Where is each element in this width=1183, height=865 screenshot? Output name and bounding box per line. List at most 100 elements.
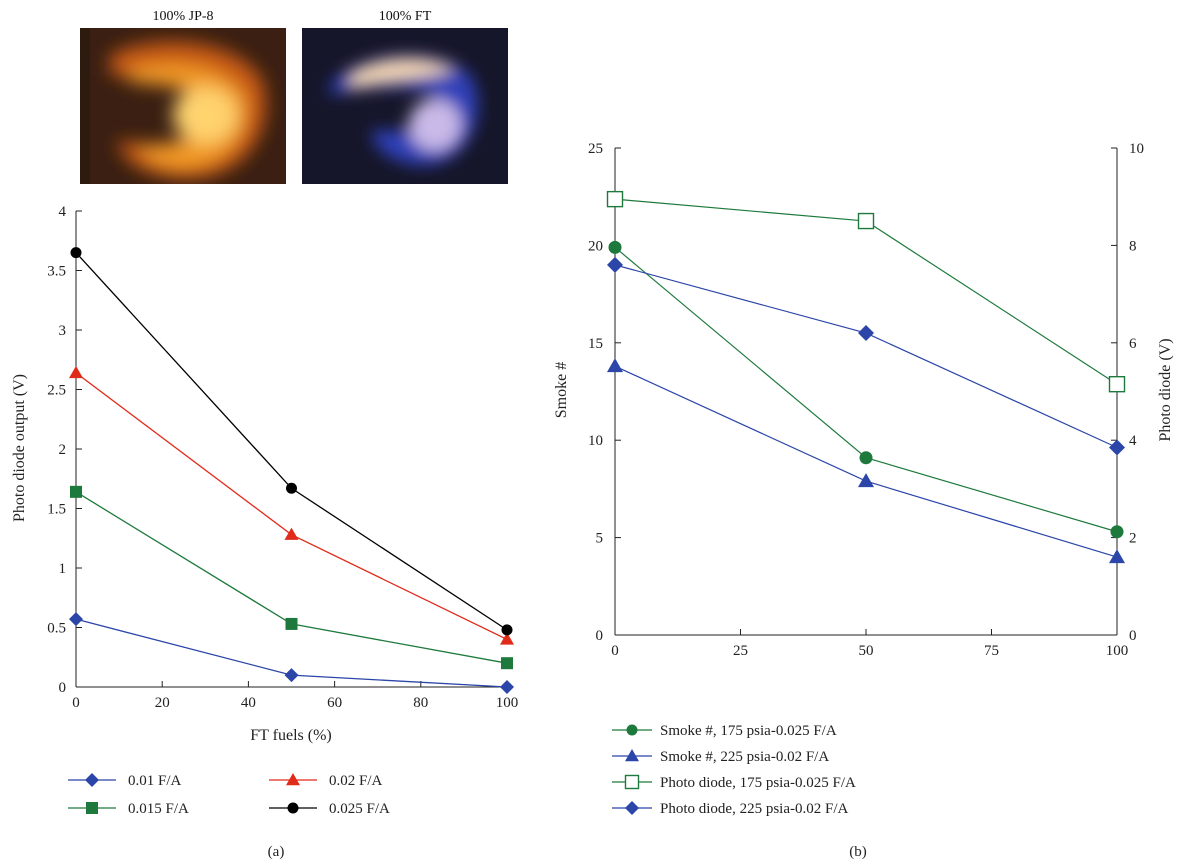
chart-b-data-point <box>606 190 624 208</box>
chart-b-legend-label: Smoke #, 175 psia-0.025 F/A <box>660 723 837 739</box>
chart-b-data-point <box>859 451 873 465</box>
chart-a-series-3 <box>69 365 514 645</box>
chart-b-data-point <box>858 473 874 488</box>
chart-b-data-point <box>608 240 622 254</box>
chart-a-data-point <box>69 612 83 627</box>
chart-b-y2tick-label: 8 <box>1129 238 1137 254</box>
chart-b-ytick-label: 25 <box>588 141 603 157</box>
chart-b-ytick-label: 20 <box>588 238 603 254</box>
chart-a-data-point <box>70 485 82 498</box>
chart-b-series-3 <box>606 190 1126 393</box>
chart-a-xtick-label: 0 <box>72 695 80 711</box>
chart-a-series-line <box>75 252 508 631</box>
chart-a-ylabel: Photo diode output (V) <box>11 374 28 522</box>
photo-ft-flame-core <box>409 99 461 151</box>
chart-a-legend-label: 0.02 F/A <box>329 773 383 789</box>
chart-b-legend-marker <box>625 749 639 762</box>
chart-a-xtick-label: 100 <box>496 695 519 711</box>
chart-a-legend-item: 0.01 F/A <box>68 773 182 789</box>
panel-label-a: (a) <box>268 844 285 860</box>
chart-b-xtick-label: 50 <box>859 643 874 659</box>
chart-b-ytick-label: 15 <box>588 336 603 352</box>
chart-b-legend-item: Photo diode, 175 psia-0.025 F/A <box>612 774 856 791</box>
chart-a-xtick-label: 80 <box>413 695 428 711</box>
chart-a-ytick-label: 0 <box>59 680 67 696</box>
chart-b-ytick-label: 10 <box>588 433 603 449</box>
chart-b-data-point <box>1108 375 1126 393</box>
chart-a-legend-label: 0.01 F/A <box>128 773 182 789</box>
chart-a-legend-marker <box>286 773 300 786</box>
chart-b-legend: Smoke #, 175 psia-0.025 F/A Smoke #, 225 … <box>612 723 856 817</box>
chart-a-data-point <box>500 680 514 694</box>
chart-a-ytick-label: 0.5 <box>47 621 66 637</box>
panel-label-b: (b) <box>849 844 867 860</box>
chart-a-ytick-label: 4 <box>59 204 67 220</box>
chart-b-y2tick-label: 6 <box>1129 336 1137 352</box>
chart-a-legend-marker <box>287 802 299 814</box>
chart-b-legend-item: Photo diode, 225 psia-0.02 F/A <box>612 801 849 817</box>
chart-b-ytick-label: 5 <box>596 531 604 547</box>
chart-b-xtick-label: 25 <box>733 643 748 659</box>
chart-a-ytick-label: 3.5 <box>47 264 66 280</box>
chart-b-data-point <box>1109 549 1125 564</box>
chart-a-legend: 0.01 F/A 0.02 F/A 0.015 F/A 0.025 F/A <box>68 773 390 817</box>
chart-b-legend-label: Smoke #, 225 psia-0.02 F/A <box>660 749 829 765</box>
chart-b-data-point <box>858 325 874 342</box>
chart-b-data-point <box>607 256 623 273</box>
chart-a: 00.511.522.533.540 20 40 60 80 100 Photo diod… <box>11 204 518 860</box>
chart-a-legend-item: 0.025 F/A <box>269 801 390 817</box>
chart-a-series-line <box>75 372 508 640</box>
chart-a-ytick-label: 1 <box>59 561 67 577</box>
chart-a-xtick-label: 40 <box>241 695 256 711</box>
chart-b-xtick-label: 100 <box>1106 643 1129 659</box>
chart-b-ytick-label: 0 <box>596 628 604 644</box>
chart-b-legend-marker <box>624 774 640 790</box>
photo-jp8-flame-core <box>173 87 237 143</box>
photo-jp8-label: 100% JP-8 <box>152 9 213 24</box>
chart-b-data-point <box>1109 439 1125 456</box>
chart-b-legend-item: Smoke #, 175 psia-0.025 F/A <box>612 723 837 739</box>
chart-b-series-2 <box>607 358 1125 564</box>
chart-b-legend-item: Smoke #, 225 psia-0.02 F/A <box>612 749 829 765</box>
chart-b-data-point <box>857 212 875 230</box>
chart-a-legend-label: 0.025 F/A <box>329 801 390 817</box>
chart-a-axes <box>75 211 507 688</box>
chart-a-series-line <box>75 491 508 664</box>
chart-a-legend-marker <box>86 802 98 814</box>
chart-a-data-point <box>69 365 83 379</box>
chart-a-series-4 <box>70 247 513 636</box>
chart-b-xtick-label: 0 <box>611 643 619 659</box>
chart-b-series-1 <box>608 240 1124 539</box>
chart-b-legend-marker <box>625 801 639 815</box>
chart-b-series-line <box>614 246 1118 533</box>
chart-a-xlabel: FT fuels (%) <box>250 727 331 744</box>
chart-a-ytick-label: 2 <box>59 442 67 458</box>
chart-b-y2tick-label: 0 <box>1129 628 1137 644</box>
chart-b-data-point <box>1110 525 1124 539</box>
photo-ft-flame-top <box>350 59 455 88</box>
chart-b-y2tick-label: 10 <box>1129 141 1144 157</box>
chart-b-ylabel: Smoke # <box>553 362 570 418</box>
chart-a-ytick-label: 1.5 <box>47 502 66 518</box>
chart-a-data-point <box>284 527 299 540</box>
chart-a-series-1 <box>69 612 514 694</box>
chart-b-legend-label: Photo diode, 175 psia-0.025 F/A <box>660 775 856 791</box>
chart-b-series-line <box>614 264 1118 449</box>
chart-a-legend-item: 0.015 F/A <box>68 801 189 817</box>
chart-b-legend-label: Photo diode, 225 psia-0.02 F/A <box>660 801 849 817</box>
chart-a-xtick-label: 20 <box>155 695 170 711</box>
chart-a-legend-item: 0.02 F/A <box>269 773 383 789</box>
photo-ft-label: 100% FT <box>379 9 432 24</box>
chart-a-ytick-label: 2.5 <box>47 383 66 399</box>
chart-b-xtick-label: 75 <box>984 643 999 659</box>
photo-jp8: 100% JP-8 <box>80 9 286 184</box>
chart-a-data-point <box>70 247 82 259</box>
chart-b-legend-marker <box>626 724 638 736</box>
chart-a-legend-label: 0.015 F/A <box>128 801 189 817</box>
chart-b-y2tick-label: 2 <box>1129 531 1137 547</box>
chart-a-series-2 <box>70 485 513 670</box>
chart-a-data-point <box>286 482 297 494</box>
chart-b-y2tick-label: 4 <box>1129 433 1137 449</box>
